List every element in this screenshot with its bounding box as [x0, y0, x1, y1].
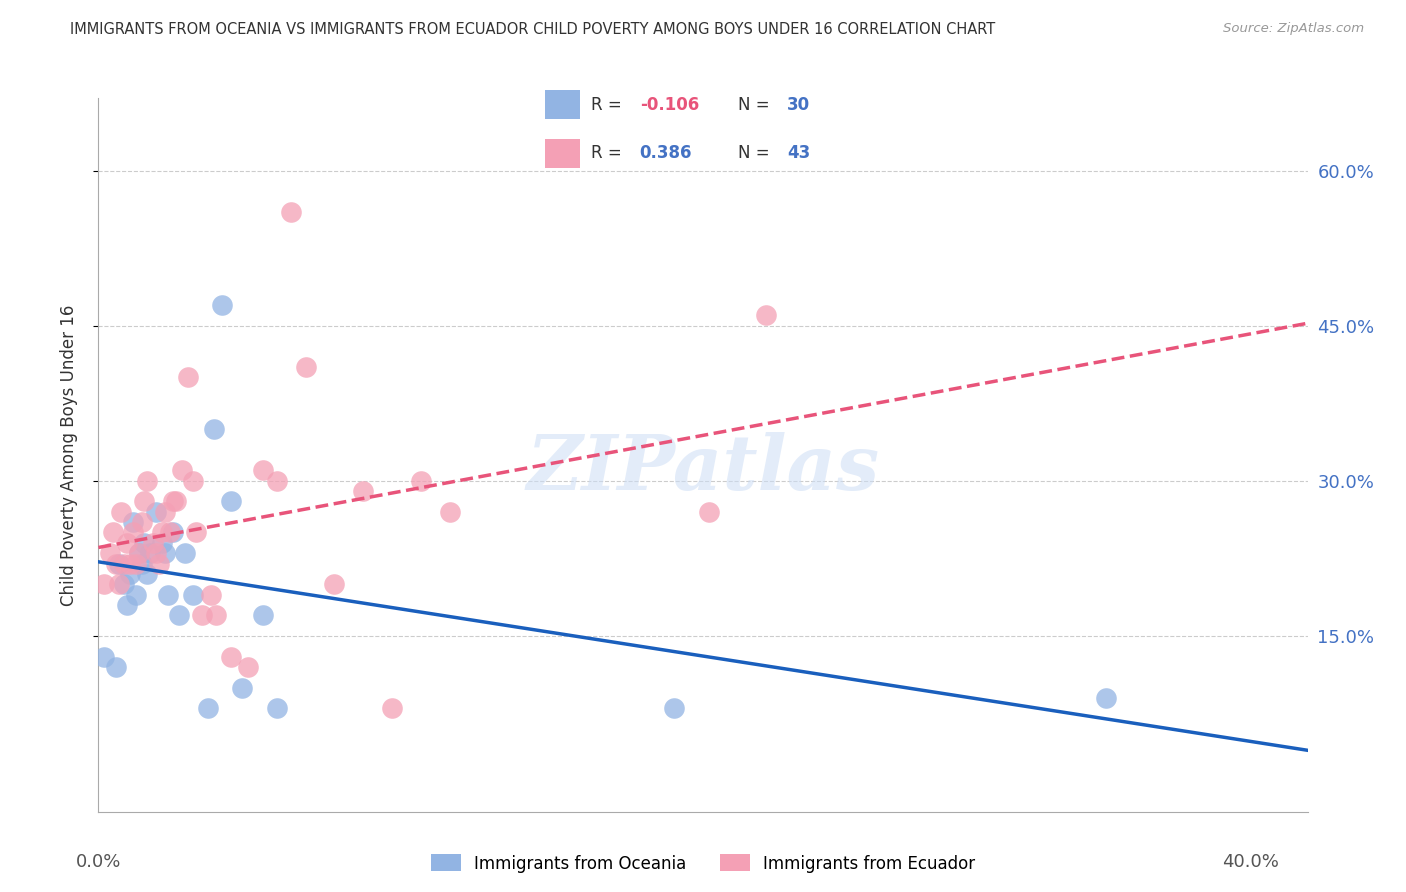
- Legend: Immigrants from Oceania, Immigrants from Ecuador: Immigrants from Oceania, Immigrants from…: [425, 847, 981, 880]
- Text: 43: 43: [787, 144, 811, 161]
- Point: [176, 370, 198, 384]
- Point: [112, 557, 135, 571]
- Point: [153, 505, 176, 519]
- Point: [104, 557, 127, 571]
- Point: [153, 546, 176, 560]
- Point: [145, 505, 167, 519]
- Text: N =: N =: [738, 144, 769, 161]
- Bar: [544, 139, 579, 168]
- Point: [205, 608, 228, 623]
- Point: [219, 649, 242, 664]
- Point: [110, 505, 132, 519]
- Point: [409, 474, 432, 488]
- Text: 30: 30: [787, 95, 810, 113]
- Point: [236, 660, 259, 674]
- Text: N =: N =: [738, 95, 769, 113]
- Point: [150, 536, 173, 550]
- Point: [120, 557, 142, 571]
- Point: [104, 660, 127, 674]
- Point: [122, 525, 145, 540]
- Point: [280, 205, 302, 219]
- Point: [252, 463, 274, 477]
- Bar: [544, 90, 579, 119]
- Point: [173, 546, 195, 560]
- Point: [170, 463, 193, 477]
- Point: [165, 494, 187, 508]
- Point: [134, 494, 156, 508]
- Point: [139, 546, 162, 560]
- Point: [150, 525, 173, 540]
- Point: [381, 701, 404, 715]
- Point: [107, 577, 129, 591]
- Point: [323, 577, 346, 591]
- Point: [219, 494, 242, 508]
- Point: [231, 681, 253, 695]
- Point: [352, 484, 374, 499]
- Point: [439, 505, 461, 519]
- Point: [125, 557, 148, 571]
- Point: [697, 505, 720, 519]
- Point: [115, 598, 138, 612]
- Point: [107, 557, 129, 571]
- Point: [183, 588, 205, 602]
- Point: [142, 536, 165, 550]
- Text: ZIPatlas: ZIPatlas: [526, 433, 880, 506]
- Text: IMMIGRANTS FROM OCEANIA VS IMMIGRANTS FROM ECUADOR CHILD POVERTY AMONG BOYS UNDE: IMMIGRANTS FROM OCEANIA VS IMMIGRANTS FR…: [70, 22, 995, 37]
- Point: [134, 536, 156, 550]
- Point: [125, 588, 148, 602]
- Point: [186, 525, 208, 540]
- Point: [120, 566, 142, 581]
- Point: [128, 546, 150, 560]
- Point: [101, 525, 124, 540]
- Point: [664, 701, 686, 715]
- Point: [266, 701, 288, 715]
- Point: [98, 546, 121, 560]
- Point: [183, 474, 205, 488]
- Point: [252, 608, 274, 623]
- Point: [136, 474, 159, 488]
- Point: [115, 536, 138, 550]
- Point: [211, 298, 233, 312]
- Point: [156, 588, 179, 602]
- Text: 40.0%: 40.0%: [1222, 853, 1278, 871]
- Point: [755, 308, 778, 322]
- Text: 0.0%: 0.0%: [76, 853, 121, 871]
- Point: [159, 525, 181, 540]
- Point: [112, 577, 135, 591]
- Point: [122, 515, 145, 529]
- Point: [93, 577, 115, 591]
- Text: Source: ZipAtlas.com: Source: ZipAtlas.com: [1223, 22, 1364, 36]
- Point: [162, 494, 184, 508]
- Text: R =: R =: [591, 144, 621, 161]
- Y-axis label: Child Poverty Among Boys Under 16: Child Poverty Among Boys Under 16: [59, 304, 77, 606]
- Text: -0.106: -0.106: [640, 95, 699, 113]
- Point: [148, 557, 170, 571]
- Point: [136, 566, 159, 581]
- Point: [167, 608, 190, 623]
- Point: [131, 557, 153, 571]
- Point: [162, 525, 184, 540]
- Point: [202, 422, 225, 436]
- Point: [93, 649, 115, 664]
- Text: R =: R =: [591, 95, 621, 113]
- Point: [1095, 690, 1118, 705]
- Text: 0.386: 0.386: [640, 144, 692, 161]
- Point: [128, 546, 150, 560]
- Point: [191, 608, 214, 623]
- Point: [294, 359, 316, 374]
- Point: [197, 701, 219, 715]
- Point: [145, 546, 167, 560]
- Point: [200, 588, 222, 602]
- Point: [131, 515, 153, 529]
- Point: [266, 474, 288, 488]
